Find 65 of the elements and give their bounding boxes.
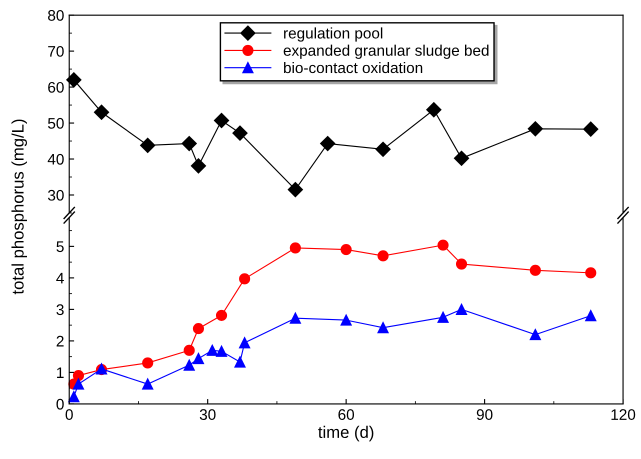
point bbox=[288, 182, 303, 198]
point bbox=[232, 126, 248, 141]
point bbox=[192, 352, 204, 364]
point bbox=[456, 304, 468, 315]
y-tick-label: 3 bbox=[56, 304, 64, 316]
point bbox=[454, 150, 470, 166]
point bbox=[182, 136, 197, 152]
point bbox=[583, 122, 598, 137]
point bbox=[192, 323, 204, 334]
point bbox=[206, 344, 218, 356]
x-tick-label: 0 bbox=[66, 409, 73, 420]
point bbox=[340, 314, 352, 326]
point bbox=[239, 337, 250, 348]
point bbox=[66, 72, 82, 88]
x-tick-label: 90 bbox=[476, 409, 492, 420]
point bbox=[585, 310, 596, 322]
point bbox=[290, 242, 301, 254]
y-tick-label: 2 bbox=[56, 336, 64, 346]
point bbox=[239, 273, 250, 284]
point bbox=[184, 344, 195, 356]
point bbox=[72, 378, 84, 390]
x-axis-title: time (d) bbox=[318, 426, 374, 442]
point bbox=[72, 370, 84, 382]
point bbox=[585, 267, 596, 278]
point bbox=[530, 329, 541, 340]
legend-label: bio-contact oxidation bbox=[284, 62, 422, 74]
x-tick-label: 30 bbox=[200, 409, 216, 420]
point bbox=[184, 360, 195, 371]
y-axis-title: total phosphorus (mg/L) bbox=[11, 120, 27, 294]
point bbox=[234, 356, 246, 368]
point bbox=[375, 142, 391, 157]
point bbox=[528, 121, 543, 136]
point bbox=[456, 258, 468, 270]
point bbox=[142, 378, 154, 390]
y-tick-label: 30 bbox=[48, 190, 64, 201]
y-tick-label: 60 bbox=[48, 82, 64, 93]
point bbox=[378, 250, 389, 262]
y-tick-label: 1 bbox=[57, 367, 64, 378]
point bbox=[340, 244, 352, 256]
point bbox=[426, 102, 442, 118]
point bbox=[290, 312, 301, 324]
point bbox=[530, 264, 541, 276]
y-tick-label: 70 bbox=[48, 46, 64, 57]
point bbox=[378, 322, 389, 334]
point bbox=[94, 104, 110, 120]
point bbox=[214, 112, 230, 128]
y-tick-label: 4 bbox=[56, 272, 64, 284]
y-tick-label: 50 bbox=[48, 118, 64, 129]
y-tick-label: 5 bbox=[56, 241, 64, 252]
y-tick-label: 80 bbox=[48, 10, 64, 21]
legend-label: expanded granular sludge bed bbox=[284, 44, 488, 59]
point bbox=[190, 158, 206, 174]
y-tick-label: 40 bbox=[48, 154, 64, 165]
point bbox=[142, 357, 154, 369]
point bbox=[438, 240, 449, 251]
y-tick-label: 0 bbox=[56, 398, 64, 410]
point bbox=[216, 310, 228, 321]
x-tick-label: 60 bbox=[338, 409, 354, 420]
point bbox=[140, 138, 156, 153]
point bbox=[320, 136, 336, 152]
x-tick-label: 120 bbox=[611, 409, 636, 420]
point bbox=[216, 346, 228, 357]
legend-label: regulation pool bbox=[284, 27, 382, 42]
point bbox=[68, 391, 80, 402]
point bbox=[438, 312, 449, 323]
